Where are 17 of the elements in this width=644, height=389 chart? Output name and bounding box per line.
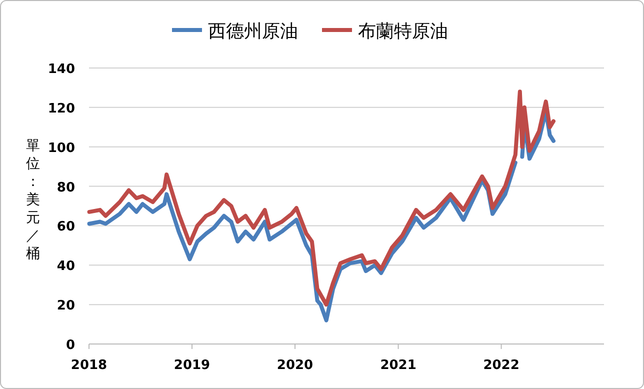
x-tick-label: 2020 [276, 358, 314, 373]
x-tick-label: 2021 [380, 358, 416, 373]
x-tick-label: 2022 [483, 358, 520, 373]
line-series [87, 90, 556, 307]
x-tick-label: 2019 [174, 358, 210, 373]
legend-label: 布蘭特原油 [358, 21, 448, 42]
y-tick-label: 40 [56, 259, 75, 274]
y-tick-label: 140 [48, 62, 75, 77]
x-tick-label: 2018 [70, 358, 108, 373]
y-tick-label: 0 [66, 338, 75, 353]
y-tick-label: 80 [56, 180, 75, 196]
legend-label: 西德州原油 [208, 21, 298, 42]
y-tick-label: 20 [56, 298, 75, 314]
y-tick-label: 60 [56, 220, 75, 235]
y-axis-title: 單位：美元／桶 [26, 138, 40, 262]
y-tick-label: 100 [48, 140, 75, 156]
y-tick-label: 120 [48, 101, 75, 116]
